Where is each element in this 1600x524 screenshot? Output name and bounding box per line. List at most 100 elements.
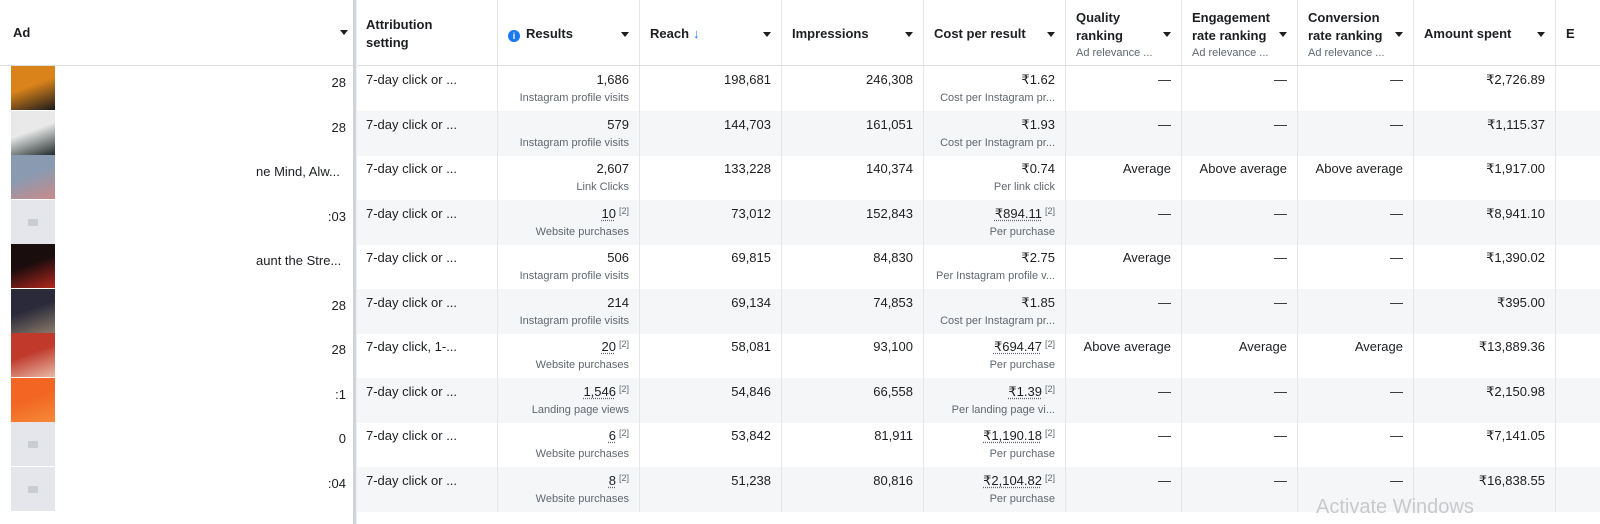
table-row[interactable]: 7-day click or ... 10 [2] Website purchases… [356,199,1600,245]
cell-spent: ₹16,838.55 [1414,466,1556,512]
chevron-down-icon[interactable] [1047,32,1055,37]
header-quality-ranking[interactable]: Quality ranking Ad relevance ... [1066,0,1182,66]
header-impressions[interactable]: Impressions [782,0,924,66]
chevron-down-icon[interactable] [763,32,771,37]
engagement-value: — [1274,383,1287,399]
cost-value[interactable]: ₹1,190.18 [983,428,1042,443]
attribution-value: 7-day click or ... [366,205,458,221]
footnote-marker[interactable]: [2] [618,428,629,438]
results-subtext: Link Clicks [576,181,629,193]
header-engagement-ranking[interactable]: Engagement rate ranking Ad relevance ... [1182,0,1298,66]
ad-column-header[interactable]: Ad [0,0,356,66]
ad-name-cell[interactable]: ne Mind, Alw... [256,155,356,200]
table-row[interactable]: 7-day click or ... 8 [2] Website purchases 5… [356,466,1600,512]
image-placeholder-icon[interactable] [11,466,55,511]
table-row[interactable]: 7-day click or ... 214 Instagram profile v… [356,288,1600,334]
cell-quality: — [1066,422,1182,467]
header-cost-per-result[interactable]: Cost per result [924,0,1066,66]
cost-value[interactable]: ₹694.47 [993,339,1042,354]
ad-thumbnail[interactable] [11,244,55,288]
chevron-down-icon[interactable] [1537,32,1545,37]
footnote-marker[interactable]: [2] [1044,205,1055,216]
ad-thumbnail[interactable] [11,66,55,110]
spent-main: ₹2,726.89 [1486,72,1545,88]
cost-value[interactable]: ₹2,104.82 [983,472,1042,488]
results-value[interactable]: 10 [601,205,616,221]
footnote-marker[interactable]: [2] [1044,472,1055,483]
footnote-marker[interactable]: [2] [1044,339,1055,349]
ad-thumbnail[interactable] [11,288,55,333]
table-row[interactable]: 7-day click or ... 2,607 Link Clicks 133,22… [356,155,1600,200]
reach-main: 53,842 [731,428,771,443]
header-conversion-ranking[interactable]: Conversion rate ranking Ad relevance ... [1298,0,1414,66]
cost-main: ₹1.85 [1021,295,1055,311]
image-placeholder-icon[interactable] [11,199,55,244]
footnote-marker[interactable]: [2] [1044,383,1055,394]
header-next-partial[interactable]: E [1556,0,1600,66]
table-row[interactable]: 7-day click or ... 6 [2] Website purchases 5… [356,422,1600,467]
ad-name-cell[interactable]: 28 [256,66,356,111]
attribution-main: 7-day click or ... [366,161,457,176]
results-main: 579 [607,117,629,132]
sort-descending-icon[interactable]: ↓ [693,26,700,41]
chevron-down-icon[interactable] [1163,32,1171,37]
header-attribution-setting[interactable]: Attribution setting [356,0,498,66]
quality-main: — [1158,473,1171,488]
chevron-down-icon[interactable] [905,32,913,37]
cost-value[interactable]: ₹1.39 [1008,383,1042,399]
table-row[interactable]: 7-day click or ... 579 Instagram profile v… [356,110,1600,156]
cell-quality: — [1066,66,1182,111]
cell-attribution: 7-day click or ... [356,288,498,334]
cell-spent: ₹395.00 [1414,288,1556,334]
cost-value[interactable]: ₹894.11 [994,205,1042,221]
ad-name-cell[interactable]: 28 [256,111,356,156]
image-placeholder-icon[interactable] [11,422,55,466]
conversion-main: — [1390,473,1403,488]
cell-results: 506 Instagram profile visits [498,244,640,289]
footnote-marker[interactable]: [2] [618,339,629,349]
cell-impressions: 74,853 [782,288,924,334]
header-amount-spent[interactable]: Amount spent [1414,0,1556,66]
results-value[interactable]: 8 [608,472,616,488]
table-row[interactable]: 7-day click, 1-... 20 [2] Website purchases… [356,333,1600,378]
ad-thumbnail[interactable] [11,377,55,422]
table-row[interactable]: 7-day click or ... 506 Instagram profile v… [356,244,1600,289]
header-results[interactable]: i Results [498,0,640,66]
results-value[interactable]: 6 [608,428,616,443]
results-value[interactable]: 20 [601,339,616,354]
chevron-down-icon[interactable] [1279,32,1287,37]
cell-engagement: — [1182,422,1298,467]
ad-name-cell[interactable]: aunt the Stre... [256,244,356,289]
ad-name-cell[interactable]: 28 [256,289,356,334]
spent-main: ₹1,115.37 [1487,117,1545,133]
ad-name-cell[interactable]: 0 [256,422,356,467]
cost-value: ₹1.85 [1021,294,1055,310]
column-resize-handle[interactable] [353,0,356,524]
spent-value: ₹7,141.05 [1486,428,1545,443]
cell-partial [1556,378,1600,423]
footnote-marker[interactable]: [2] [618,383,629,394]
ad-thumbnail[interactable] [11,155,55,199]
attribution-value: 7-day click or ... [366,472,458,488]
results-value[interactable]: 1,546 [583,383,616,399]
footnote-marker[interactable]: [2] [618,205,629,216]
impressions-main: 246,308 [866,72,913,87]
ad-name-cell[interactable]: :1 [256,378,356,423]
footnote-marker[interactable]: [2] [1044,428,1055,438]
header-reach[interactable]: Reach ↓ [640,0,782,66]
ad-thumbnail[interactable] [11,110,55,155]
ad-thumbnail[interactable] [11,333,55,377]
info-icon[interactable]: i [508,30,520,42]
results-main: 2,607 [596,161,629,176]
chevron-down-icon[interactable] [340,30,348,35]
chevron-down-icon[interactable] [1395,32,1403,37]
ad-name-cell[interactable]: :04 [256,467,356,512]
table-row[interactable]: 7-day click or ... 1,686 Instagram profile… [356,66,1600,111]
ad-name-cell[interactable]: 28 [256,333,356,378]
chevron-down-icon[interactable] [621,32,629,37]
quality-main: — [1158,428,1171,443]
footnote-marker[interactable]: [2] [618,472,629,483]
ad-name-cell[interactable]: :03 [256,200,356,245]
table-row[interactable]: 7-day click or ... 1,546 [2] Landing page v… [356,377,1600,423]
header-next-label: E [1566,26,1575,41]
